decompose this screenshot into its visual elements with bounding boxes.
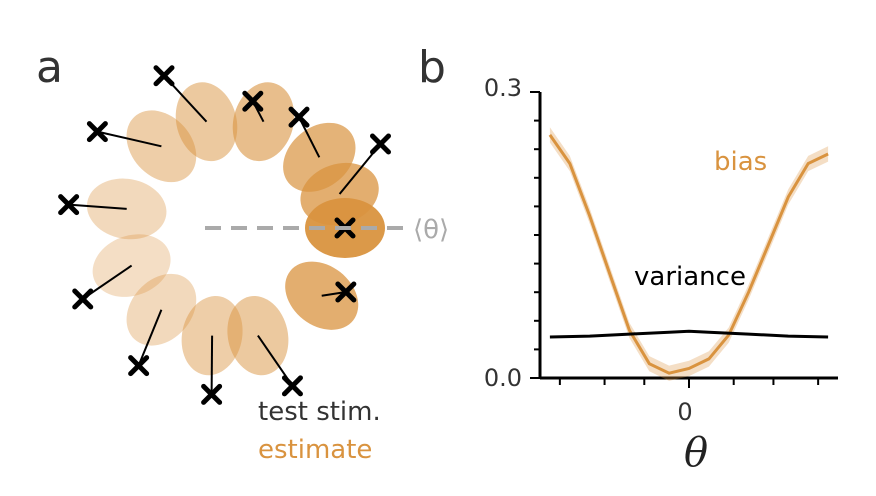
mean-theta-label: ⟨θ⟩ xyxy=(413,215,449,245)
series-label-variance: variance xyxy=(634,262,746,292)
panel-a-letter: a xyxy=(36,42,63,93)
stim-marker xyxy=(281,375,303,397)
stim-marker xyxy=(72,288,94,310)
x-tick-label: 0 xyxy=(677,398,692,426)
error-line xyxy=(97,130,162,148)
bias-band xyxy=(549,127,829,381)
stim-marker xyxy=(335,281,357,303)
stim-marker xyxy=(369,133,391,155)
x-axis-label: θ xyxy=(684,430,708,476)
variance-line xyxy=(549,329,829,339)
legend-test-stim: test stim. xyxy=(258,397,381,427)
stim-marker xyxy=(201,383,223,405)
error-line xyxy=(210,335,214,395)
panel-b-series xyxy=(548,127,829,381)
series-label-bias: bias xyxy=(714,147,767,177)
panel-b-axes: 0.0 0.3 0 xyxy=(484,74,838,426)
stim-marker xyxy=(58,194,80,216)
stim-marker xyxy=(128,355,150,377)
bias-line xyxy=(548,134,829,375)
stim-marker xyxy=(242,90,264,112)
stim-marker xyxy=(288,106,310,128)
error-line xyxy=(137,309,163,366)
stim-marker xyxy=(86,121,108,143)
panel-b-letter: b xyxy=(418,42,446,93)
estimate-ring xyxy=(58,65,391,405)
y-tick-label: 0.0 xyxy=(484,364,522,392)
stim-marker xyxy=(153,65,175,87)
error-line xyxy=(68,203,127,210)
y-tick-label: 0.3 xyxy=(484,74,522,102)
legend-estimate: estimate xyxy=(258,435,372,465)
